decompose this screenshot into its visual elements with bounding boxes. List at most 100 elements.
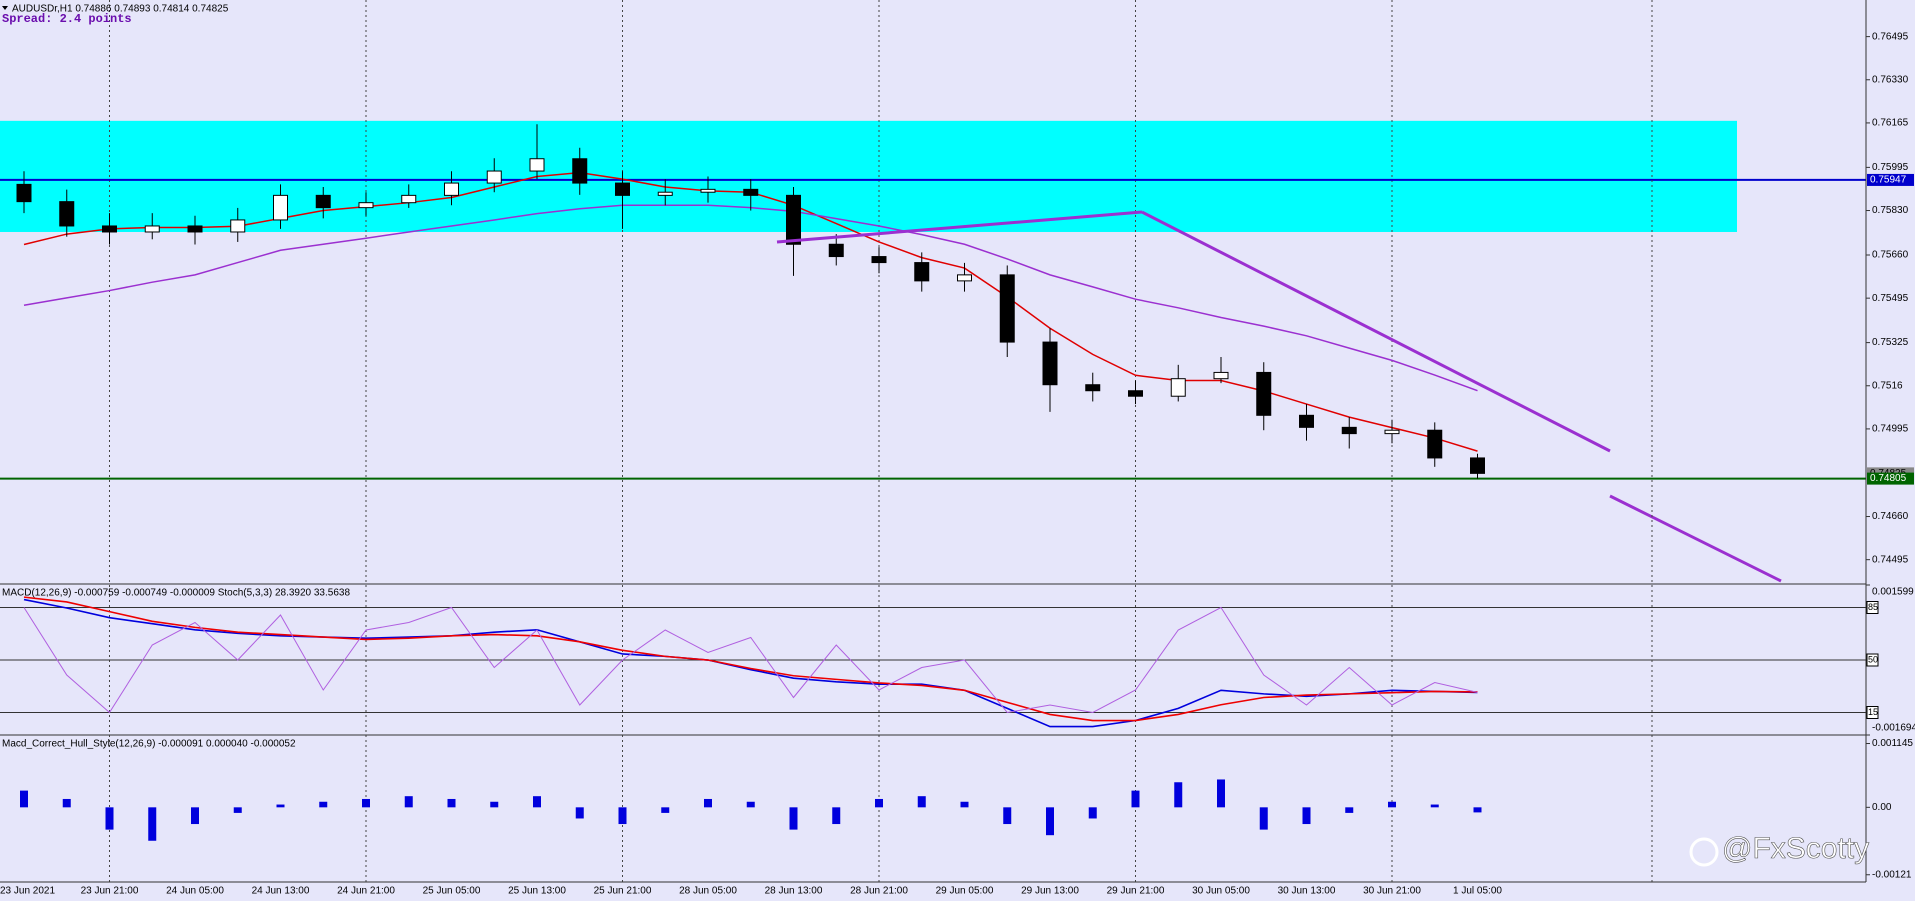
- bar: [1046, 807, 1054, 836]
- bar: [704, 798, 712, 808]
- level-box: [1866, 601, 1879, 614]
- candle-body: [957, 274, 972, 282]
- candle-body: [486, 170, 502, 184]
- level-label: 0.75947: [1870, 175, 1907, 186]
- candle-body: [401, 194, 417, 204]
- candle-body: [358, 202, 374, 209]
- x-tick-label: 28 Jun 21:00: [850, 886, 908, 897]
- indicator-line: [23, 598, 1478, 728]
- y-tick-label: 0.74660: [1872, 511, 1909, 522]
- candle-body: [871, 256, 887, 264]
- candle-body: [1213, 371, 1229, 380]
- bar: [191, 807, 199, 825]
- bar: [233, 807, 242, 813]
- y-tick-label: 0.001599: [1872, 587, 1914, 598]
- y2-tick-label: 85: [1868, 602, 1878, 612]
- bar: [1430, 804, 1439, 808]
- y-tick-label: 0.76165: [1872, 118, 1909, 129]
- bar: [1345, 807, 1354, 813]
- bar: [1259, 807, 1268, 830]
- spread: Spread: 2.4 points: [2, 12, 132, 26]
- x-tick-label: 1 Jul 05:00: [1453, 886, 1502, 897]
- bar: [1302, 807, 1311, 825]
- bar: [960, 801, 969, 808]
- bar: [404, 796, 413, 808]
- bar: [20, 790, 28, 808]
- bar: [1131, 790, 1140, 808]
- candle-body: [1128, 390, 1143, 397]
- trendline: [1141, 210, 1611, 453]
- zone: [0, 120, 1737, 232]
- bar: [533, 796, 541, 808]
- candle-body: [786, 194, 801, 245]
- panel-title: MACD(12,26,9) -0.000759 -0.000749 -0.000…: [2, 588, 350, 599]
- candle-body: [700, 188, 716, 193]
- y-tick-label: 0.76495: [1872, 31, 1909, 42]
- watermark: @FxScotty: [1722, 832, 1869, 865]
- candle-body: [16, 183, 32, 203]
- chart-title: AUDUSDr,H1 0.74886 0.74893 0.74814 0.748…: [12, 4, 229, 15]
- y-tick-label: 0.74995: [1872, 424, 1909, 435]
- level-label: 0.74805: [1870, 473, 1907, 484]
- x-tick-label: 29 Jun 05:00: [936, 886, 994, 897]
- y2-tick-label: 50: [1868, 654, 1878, 664]
- candle-body: [230, 219, 246, 233]
- x-tick-label: 23 Jun 2021: [0, 886, 55, 897]
- candle-body: [529, 158, 545, 172]
- bar: [746, 801, 755, 808]
- candle-body: [444, 182, 459, 196]
- x-tick-label: 24 Jun 05:00: [166, 886, 224, 897]
- level-box: [1867, 173, 1914, 186]
- y-tick-label: 0.75325: [1872, 337, 1909, 348]
- x-tick-label: 24 Jun 13:00: [252, 886, 310, 897]
- x-tick-label: 25 Jun 05:00: [423, 886, 481, 897]
- bar: [1388, 801, 1396, 808]
- bar: [105, 807, 114, 830]
- bar: [618, 807, 627, 825]
- bar: [1473, 807, 1482, 813]
- y-tick-label: -0.00121: [1872, 869, 1912, 880]
- panel-title: Macd_Correct_Hull_Style(12,26,9) -0.0000…: [2, 739, 296, 750]
- x-tick-label: 25 Jun 13:00: [508, 886, 566, 897]
- bar: [447, 798, 456, 808]
- candle-body: [144, 225, 160, 233]
- candle-body: [273, 194, 288, 221]
- x-tick-label: 28 Jun 13:00: [765, 886, 823, 897]
- y-tick-label: 0.75660: [1872, 250, 1909, 261]
- level-box: [1866, 706, 1879, 719]
- candle-body: [615, 182, 630, 196]
- candle-body: [187, 225, 203, 233]
- x-tick-label: 24 Jun 21:00: [337, 886, 395, 897]
- y-tick-label: 0.75995: [1872, 162, 1909, 173]
- level-box: [1866, 653, 1879, 667]
- y-tick-label: 0.75495: [1872, 293, 1909, 304]
- candle-body: [914, 262, 930, 282]
- bar: [319, 801, 328, 808]
- candle-body: [657, 191, 673, 196]
- candle-body: [1299, 414, 1314, 428]
- y-tick-label: 0.75830: [1872, 205, 1909, 216]
- x-tick-label: 25 Jun 21:00: [594, 886, 652, 897]
- bar: [832, 807, 841, 825]
- candle-body: [1085, 384, 1101, 392]
- candle-body: [1256, 371, 1272, 416]
- candle-body: [1042, 341, 1058, 386]
- bar: [917, 796, 926, 808]
- collapse-icon: [2, 6, 8, 10]
- bar: [789, 807, 798, 830]
- candle-body: [1341, 426, 1357, 435]
- y-tick-label: 0.7516: [1872, 380, 1903, 391]
- candle-body: [59, 201, 75, 227]
- candle-body: [315, 194, 331, 209]
- x-tick-label: 29 Jun 21:00: [1107, 886, 1165, 897]
- x-tick-label: 23 Jun 21:00: [81, 886, 139, 897]
- bar: [362, 798, 370, 808]
- candle-body: [1427, 429, 1443, 459]
- candle-body: [1170, 378, 1186, 397]
- candle-body: [743, 188, 759, 196]
- watermark-icon: [1689, 837, 1719, 867]
- x-tick-label: 29 Jun 13:00: [1021, 886, 1079, 897]
- candle-body: [572, 158, 588, 184]
